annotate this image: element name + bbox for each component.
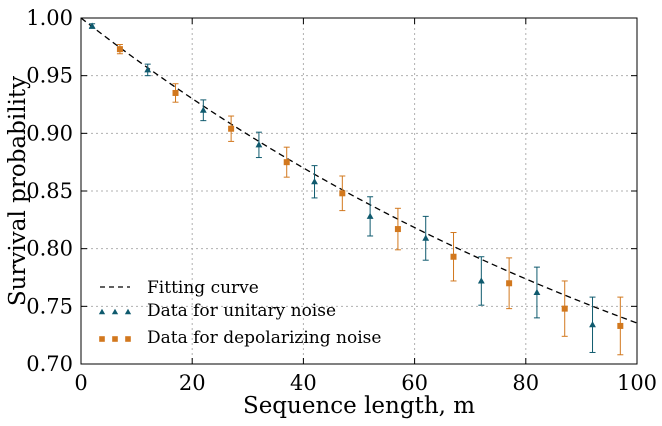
legend-unitary-marker <box>124 308 132 315</box>
depolarizing-point <box>617 322 624 329</box>
unitary-point <box>255 141 263 148</box>
depolarizing-point <box>450 253 457 260</box>
x-axis-title: Sequence length, m <box>243 393 475 419</box>
depolarizing-point <box>394 226 401 233</box>
legend-label-fit: Fitting curve <box>147 278 259 298</box>
unitary-point <box>144 66 152 73</box>
y-tick-label: 0.75 <box>26 294 73 318</box>
axis-ticks <box>80 17 638 365</box>
legend-unitary-swatch <box>98 308 132 315</box>
depolarizing-point <box>506 280 513 287</box>
depolarizing-point <box>339 190 346 197</box>
depolarizing-point <box>283 159 290 166</box>
unitary-point <box>477 277 485 284</box>
legend-depolarizing-marker <box>99 336 105 342</box>
legend-unitary-marker <box>98 308 106 315</box>
legend-depolarizing-swatch <box>99 336 131 342</box>
y-tick-label: 0.90 <box>26 121 73 145</box>
x-tick-label: 60 <box>401 371 428 395</box>
y-tick-label: 0.95 <box>26 64 73 88</box>
x-tick-label: 100 <box>617 371 657 395</box>
unitary-point <box>533 288 541 296</box>
x-tick-label: 40 <box>290 371 317 395</box>
legend-label-depolarizing: Data for depolarizing noise <box>147 328 381 348</box>
legend: Fitting curve Data for unitary noise Dat… <box>98 278 381 348</box>
unitary-point <box>88 22 96 29</box>
unitary-point <box>366 212 374 219</box>
unitary-point <box>422 234 430 241</box>
y-tick-label: 0.80 <box>26 237 73 261</box>
legend-unitary-marker <box>111 308 119 315</box>
x-tick-label: 0 <box>74 371 87 395</box>
fitting-curve <box>80 17 638 324</box>
unitary-point <box>589 321 596 328</box>
legend-depolarizing-marker <box>112 336 118 342</box>
depolarizing-point <box>172 89 179 96</box>
x-tick-label: 20 <box>179 371 206 395</box>
x-tick-label: 80 <box>512 371 539 395</box>
depolarizing-point <box>561 305 568 312</box>
unitary-point <box>199 106 207 113</box>
data-layer <box>88 22 624 356</box>
fit-layer <box>80 17 638 324</box>
legend-entry-unitary: Data for unitary noise <box>98 301 336 321</box>
y-tick-label: 0.85 <box>26 179 73 203</box>
legend-entry-fit: Fitting curve <box>100 278 259 298</box>
y-tick-label: 1.00 <box>26 6 73 30</box>
y-axis-title: Survival probability <box>5 76 31 306</box>
legend-entry-depolarizing: Data for depolarizing noise <box>99 328 381 348</box>
depolarizing-point <box>228 125 235 132</box>
unitary-point <box>311 178 318 185</box>
tick-labels: 0 20 40 60 80 100 0.70 0.75 0.80 0.85 0.90 0.95 1.00 <box>26 6 657 395</box>
depolarizing-point <box>116 46 123 53</box>
legend-label-unitary: Data for unitary noise <box>147 301 336 321</box>
legend-depolarizing-marker <box>125 336 131 342</box>
y-tick-label: 0.70 <box>26 352 73 376</box>
